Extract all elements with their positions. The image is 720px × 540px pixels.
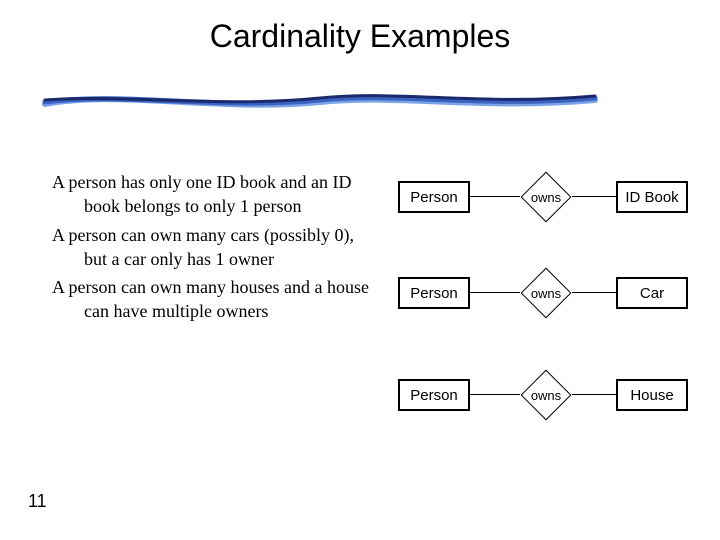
page-number: 11 [28, 491, 47, 512]
body-paragraph-1: A person has only one ID book and an ID … [52, 170, 372, 219]
connector-right-2 [572, 292, 616, 293]
entity-person-3: Person [398, 379, 470, 411]
relationship-label-2: owns [516, 271, 576, 315]
connector-right-3 [572, 394, 616, 395]
relationship-2: owns [516, 271, 576, 315]
title-underline [40, 80, 600, 120]
connector-right-1 [572, 196, 616, 197]
entity-person-2: Person [398, 277, 470, 309]
entity-idbook: ID Book [616, 181, 688, 213]
body-paragraph-2: A person can own many cars (possibly 0),… [52, 223, 372, 272]
er-row-1: Person owns ID Book [398, 172, 698, 222]
er-row-2: Person owns Car [398, 268, 698, 318]
entity-person-1: Person [398, 181, 470, 213]
connector-left-2 [470, 292, 520, 293]
body-text-block: A person has only one ID book and an ID … [52, 170, 372, 328]
connector-left-1 [470, 196, 520, 197]
relationship-1: owns [516, 175, 576, 219]
relationship-label-3: owns [516, 373, 576, 417]
entity-house: House [616, 379, 688, 411]
relationship-3: owns [516, 373, 576, 417]
slide-title: Cardinality Examples [0, 18, 720, 55]
er-row-3: Person owns House [398, 370, 698, 420]
relationship-label-1: owns [516, 175, 576, 219]
entity-car: Car [616, 277, 688, 309]
body-paragraph-3: A person can own many houses and a house… [52, 275, 372, 324]
connector-left-3 [470, 394, 520, 395]
